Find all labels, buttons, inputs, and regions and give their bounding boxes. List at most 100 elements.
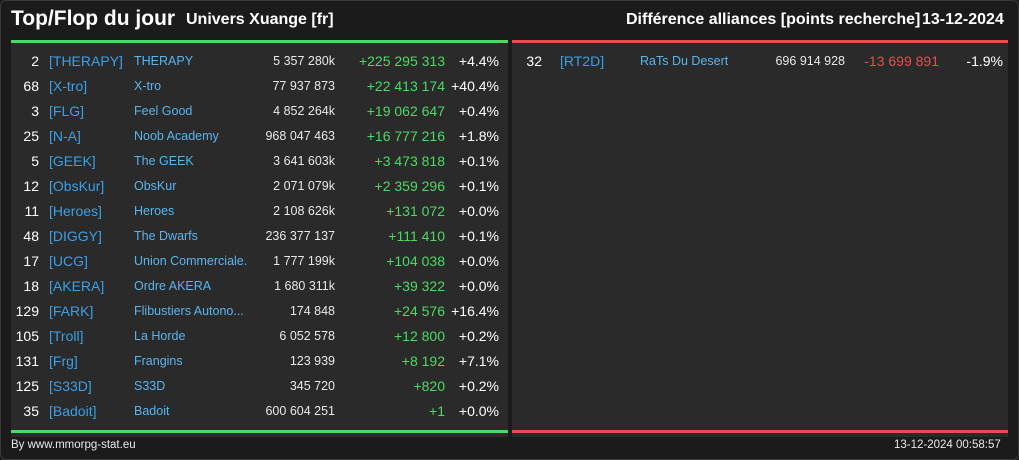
alliance-row: 18 [AKERA] Ordre AKERA 1 680 311k +39 322 +0.…	[11, 274, 508, 299]
alliance-name-link[interactable]: X-tro	[134, 79, 162, 93]
percent-change: +4.4%	[458, 53, 499, 69]
alliance-row: 12 [ObsKur] ObsKur 2 071 079k +2 359 296 +0.1…	[11, 174, 508, 199]
points-difference: +39 322	[394, 278, 445, 294]
universe-label: Univers Xuange [fr]	[186, 11, 334, 28]
alliance-row: 5 [GEEK] The GEEK 3 641 603k +3 473 818 +0.1%	[11, 149, 508, 174]
alliance-tag-link[interactable]: [ObsKur]	[49, 178, 105, 194]
alliance-row: 32 [RT2D] RaTs Du Desert 696 914 928 -13 699…	[512, 49, 1008, 74]
alliance-rank: 12	[23, 178, 39, 194]
alliance-tag-link[interactable]: [GEEK]	[49, 153, 96, 169]
percent-change: +0.1%	[458, 178, 499, 194]
alliance-name-link[interactable]: Heroes	[134, 204, 175, 218]
alliance-name-link[interactable]: ObsKur	[134, 179, 177, 193]
alliance-points: 3 641 603k	[273, 154, 335, 168]
alliance-name-link[interactable]: Badoit	[134, 404, 170, 418]
alliance-rank: 5	[31, 153, 39, 169]
alliance-points: 696 914 928	[775, 54, 845, 68]
percent-change: +0.0%	[458, 278, 499, 294]
alliance-row: 25 [N-A] Noob Academy 968 047 463 +16 777 21…	[11, 124, 508, 149]
alliance-row: 48 [DIGGY] The Dwarfs 236 377 137 +111 410 +0…	[11, 224, 508, 249]
alliance-points: 236 377 137	[265, 229, 335, 243]
alliance-rank: 48	[23, 228, 39, 244]
alliance-points: 600 604 251	[265, 404, 335, 418]
alliance-tag-link[interactable]: [AKERA]	[49, 278, 105, 294]
alliance-tag-link[interactable]: [Badoit]	[49, 403, 97, 419]
source-credit[interactable]: By www.mmorpg-stat.eu	[11, 439, 136, 451]
alliance-name-link[interactable]: Noob Academy	[134, 129, 219, 143]
gainers-bottom-divider	[11, 430, 508, 433]
alliance-row: 129 [FARK] Flibustiers Autono... 174 848 +24…	[11, 299, 508, 324]
alliance-row: 2 [THERAPY] THERAPY 5 357 280k +225 295 313 +…	[11, 49, 508, 74]
alliance-rank: 131	[15, 353, 39, 369]
alliance-tag-link[interactable]: [UCG]	[49, 253, 88, 269]
alliance-name-link[interactable]: Union Commerciale...	[134, 254, 248, 268]
points-difference: +24 576	[394, 303, 445, 319]
alliance-tag-link[interactable]: [Frg]	[49, 353, 78, 369]
alliance-points: 6 052 578	[279, 329, 335, 343]
alliance-name-link[interactable]: The Dwarfs	[134, 229, 198, 243]
alliance-name-link[interactable]: Ordre AKERA	[134, 279, 212, 293]
alliance-points: 968 047 463	[265, 129, 335, 143]
generated-timestamp: 13-12-2024 00:58:57	[894, 439, 1001, 451]
alliance-tag-link[interactable]: [FARK]	[49, 303, 94, 319]
alliance-points: 1 777 199k	[273, 254, 335, 268]
percent-change: +16.4%	[451, 303, 499, 319]
alliance-rank: 68	[23, 78, 39, 94]
alliance-rank: 2	[31, 53, 39, 69]
alliance-points: 1 680 311k	[274, 279, 335, 293]
alliance-row: 131 [Frg] Frangins 123 939 +8 192 +7.1%	[11, 349, 508, 374]
alliance-tag-link[interactable]: [N-A]	[49, 128, 81, 144]
alliance-points: 77 937 873	[272, 79, 335, 93]
alliance-tag-link[interactable]: [Troll]	[49, 328, 84, 344]
alliance-row: 68 [X-tro] X-tro 77 937 873 +22 413 174 +40.4…	[11, 74, 508, 99]
alliance-points: 123 939	[289, 354, 335, 368]
alliance-points: 5 357 280k	[273, 54, 335, 68]
alliance-rank: 25	[23, 128, 39, 144]
alliance-tag-link[interactable]: [DIGGY]	[49, 228, 102, 244]
alliance-name-link[interactable]: THERAPY	[134, 54, 194, 68]
points-difference: +1	[429, 403, 445, 419]
header: Top/Flop du jour Univers Xuange [fr] Dif…	[0, 0, 1019, 40]
gainers-top-divider	[11, 40, 508, 43]
page-title: Top/Flop du jour	[11, 7, 176, 30]
alliance-name-link[interactable]: Flibustiers Autono...	[134, 304, 244, 318]
top-gainers-panel: 2 [THERAPY] THERAPY 5 357 280k +225 295 313 +…	[11, 40, 508, 437]
points-difference: -13 699 891	[864, 53, 939, 69]
alliance-name-link[interactable]: S33D	[134, 379, 166, 393]
percent-change: +0.0%	[458, 403, 499, 419]
alliance-rank: 129	[15, 303, 39, 319]
points-difference: +225 295 313	[358, 53, 445, 69]
points-difference: +16 777 216	[366, 128, 445, 144]
points-difference: +8 192	[401, 353, 445, 369]
alliance-tag-link[interactable]: [RT2D]	[560, 53, 605, 69]
percent-change: +0.1%	[458, 228, 499, 244]
alliance-rank: 35	[23, 403, 39, 419]
alliance-rank: 125	[15, 378, 39, 394]
percent-change: +0.4%	[458, 103, 499, 119]
percent-change: +0.0%	[458, 253, 499, 269]
alliance-rank: 18	[23, 278, 39, 294]
alliance-name-link[interactable]: RaTs Du Desert	[640, 54, 729, 68]
alliance-tag-link[interactable]: [X-tro]	[49, 78, 88, 94]
alliance-name-link[interactable]: Frangins	[134, 354, 183, 368]
top-losers-panel: 32 [RT2D] RaTs Du Desert 696 914 928 -13 699…	[512, 40, 1008, 437]
ranking-type-label: Différence alliances [points recherche]	[626, 11, 921, 28]
alliance-name-link[interactable]: La Horde	[134, 329, 186, 343]
alliance-name-link[interactable]: Feel Good	[134, 104, 193, 118]
points-difference: +3 473 818	[374, 153, 445, 169]
points-difference: +22 413 174	[366, 78, 445, 94]
alliance-row: 3 [FLG] Feel Good 4 852 264k +19 062 647 +0.4…	[11, 99, 508, 124]
percent-change: +0.1%	[458, 153, 499, 169]
points-difference: +19 062 647	[366, 103, 445, 119]
alliance-name-link[interactable]: The GEEK	[134, 154, 194, 168]
percent-change: +1.8%	[458, 128, 499, 144]
alliance-tag-link[interactable]: [THERAPY]	[49, 53, 123, 69]
alliance-tag-link[interactable]: [Heroes]	[49, 203, 102, 219]
points-difference: +111 410	[388, 228, 445, 244]
losers-top-divider	[512, 40, 1008, 43]
alliance-row: 17 [UCG] Union Commerciale... 1 777 199k +10…	[11, 249, 508, 274]
alliance-tag-link[interactable]: [S33D]	[49, 378, 92, 394]
alliance-row: 105 [Troll] La Horde 6 052 578 +12 800 +0.2%	[11, 324, 508, 349]
alliance-points: 345 720	[289, 379, 335, 393]
alliance-tag-link[interactable]: [FLG]	[49, 103, 85, 119]
